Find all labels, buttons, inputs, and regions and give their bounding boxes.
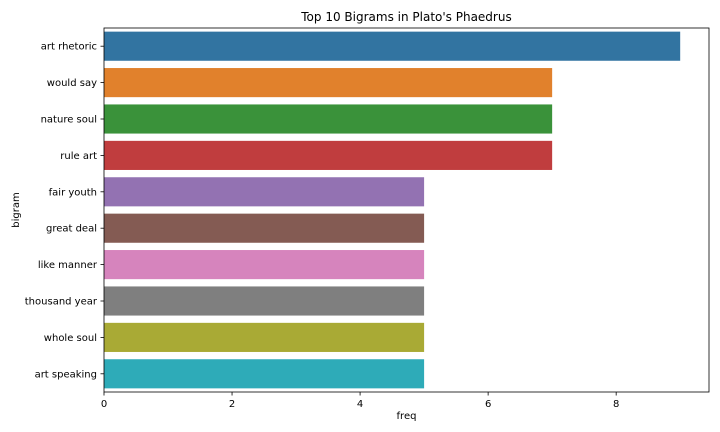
y-tick-label: fair youth [49, 187, 97, 198]
y-tick-label: nature soul [41, 115, 97, 126]
x-tick-label: 6 [485, 399, 491, 410]
x-tick-label: 2 [229, 399, 235, 410]
bar-art-speaking [104, 359, 425, 389]
bars-group [104, 31, 681, 389]
y-tick-label: art rhetoric [41, 42, 97, 53]
y-tick-label: rule art [60, 151, 97, 162]
plot-frame [103, 27, 710, 393]
y-tick-label: great deal [46, 224, 97, 235]
bar-art-rhetoric [104, 31, 681, 61]
x-axis-label: freq [397, 411, 417, 422]
y-tick-label: would say [47, 78, 97, 89]
bar-thousand-year [104, 286, 425, 316]
bar-fair-youth [104, 177, 425, 207]
x-tick-label: 8 [613, 399, 619, 410]
x-tick-label: 0 [101, 399, 107, 410]
bar-whole-soul [104, 322, 425, 352]
y-tick-label: thousand year [25, 297, 98, 308]
bar-like-manner [104, 250, 425, 280]
y-tick-label: like manner [38, 260, 98, 271]
y-tick-label: whole soul [44, 333, 97, 344]
chart-title: Top 10 Bigrams in Plato's Phaedrus [300, 10, 511, 24]
y-axis-label: bigram [11, 192, 22, 227]
bar-great-deal [104, 213, 425, 243]
bar-would-say [104, 68, 553, 98]
y-tick-label: art speaking [35, 369, 97, 380]
bar-nature-soul [104, 104, 553, 134]
x-axis: 0 2 4 6 8 [101, 392, 619, 410]
x-tick-label: 4 [357, 399, 363, 410]
bar-rule-art [104, 140, 553, 170]
y-axis: art rhetoric would say nature soul rule art… [25, 42, 104, 380]
